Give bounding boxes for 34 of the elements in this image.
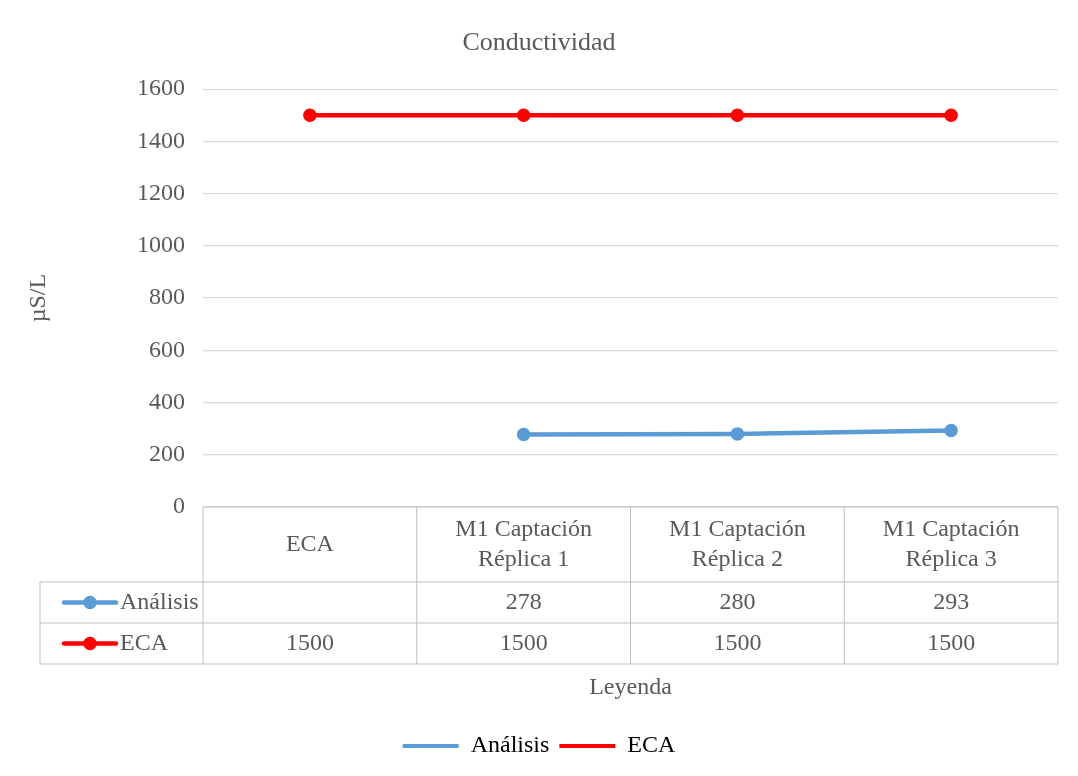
point	[516, 108, 531, 123]
x-tick-label: M1 Captación Réplica 1	[455, 514, 592, 571]
x-tick-label: ECA	[285, 529, 335, 556]
point	[944, 108, 958, 123]
text: ECA	[627, 731, 676, 758]
y-tick-label: 400	[149, 387, 185, 414]
data-label: 1500	[499, 628, 548, 655]
data-label: 1500	[285, 628, 334, 655]
x-tick-label: M1 Captación Réplica 3	[882, 514, 1020, 571]
point	[730, 427, 745, 441]
y-tick-label: 200	[149, 440, 185, 467]
data-label: 278	[505, 587, 542, 614]
y-axis-title: µS/L	[23, 273, 50, 323]
y-tick-label: 0	[173, 492, 185, 519]
point	[730, 108, 745, 123]
y-tick-label: 1000	[137, 231, 185, 258]
point	[944, 423, 958, 438]
y-tick-label: 1400	[137, 126, 185, 153]
data-label: 280	[719, 587, 756, 614]
y-tick-label: 800	[149, 283, 185, 310]
data-label: 1500	[713, 628, 762, 655]
text: Análisis	[120, 587, 199, 614]
y-tick-label: 600	[149, 335, 185, 362]
legend-label: ECA	[120, 628, 169, 655]
point	[303, 108, 317, 123]
legend-label: Análisis	[470, 731, 550, 758]
data-label: 1500	[927, 628, 976, 655]
data-label: 293	[933, 587, 970, 614]
chart-title: Conductividad	[462, 27, 616, 57]
x-tick-label: M1 Captación Réplica 2	[669, 514, 806, 571]
x-axis-title: Leyenda	[589, 673, 673, 700]
y-tick-label: 1200	[137, 178, 185, 205]
point	[516, 427, 531, 442]
y-tick-label: 1600	[137, 74, 185, 101]
